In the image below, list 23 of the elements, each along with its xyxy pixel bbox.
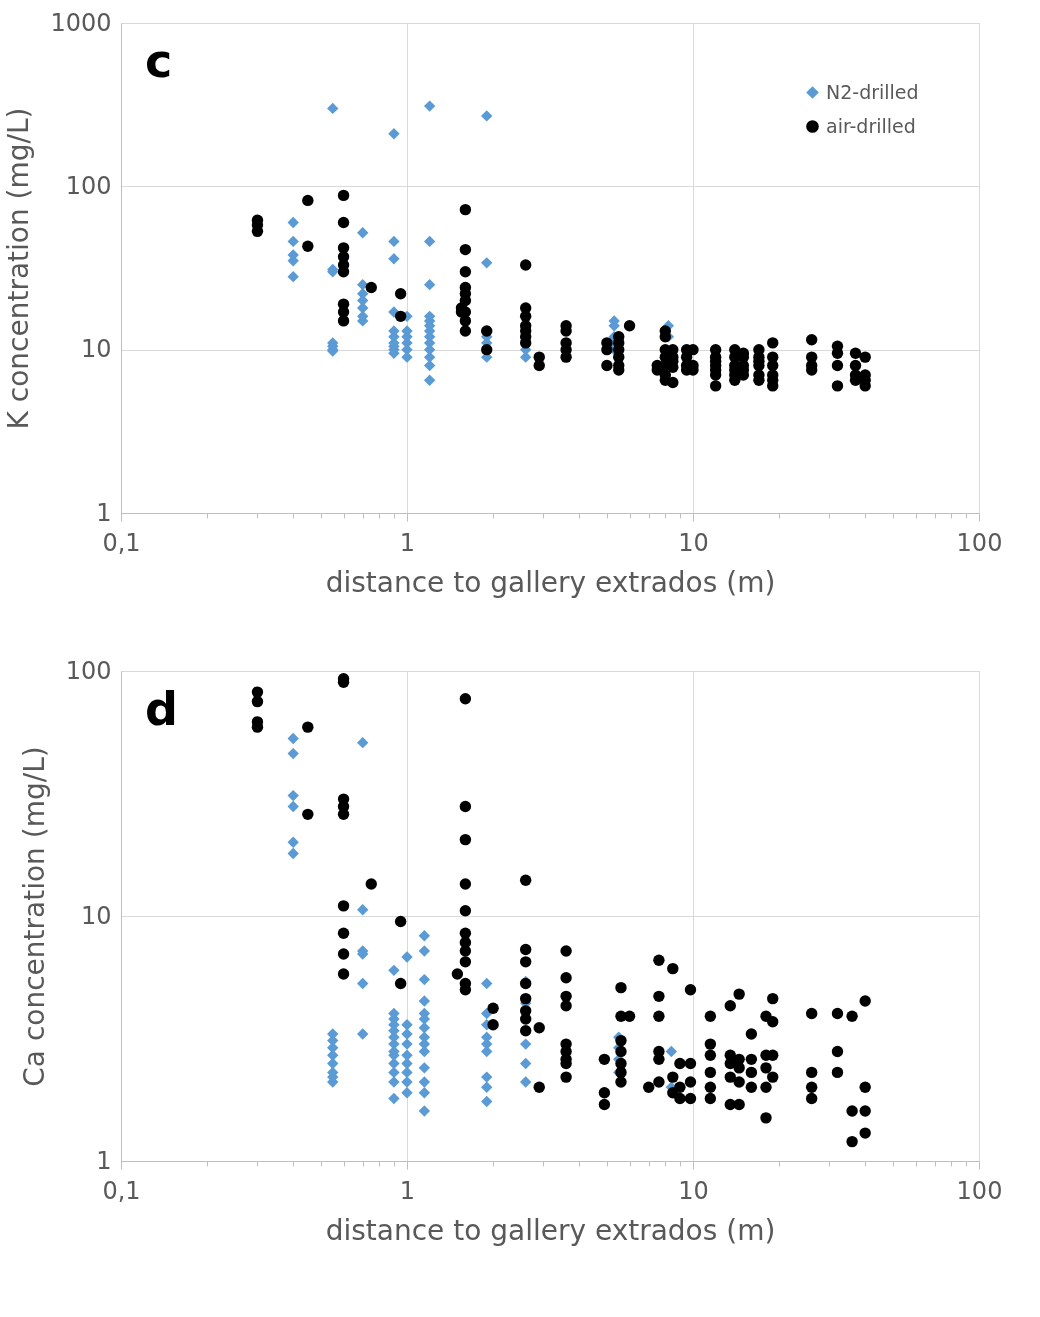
x-tick-label: 10 — [678, 528, 709, 557]
y-tick-label: 100 — [65, 171, 112, 200]
legend-label: air-drilled — [826, 114, 916, 137]
y-tick-label: 1 — [96, 498, 112, 527]
y-axis-title: K concentration (mg/L) — [2, 107, 36, 430]
y-tick-label: 100 — [65, 656, 112, 685]
x-axis-title: distance to gallery extrados (m) — [325, 1213, 776, 1247]
x-tick-label: 0,1 — [102, 1176, 141, 1205]
y-tick-label: 10 — [80, 335, 112, 364]
x-tick-label: 1 — [399, 528, 416, 557]
x-tick-label: 100 — [956, 528, 1003, 557]
x-tick-label: 0,1 — [102, 528, 141, 557]
annotation: c — [145, 34, 173, 88]
y-tick-label: 1 — [96, 1146, 112, 1175]
x-axis-title: distance to gallery extrados (m) — [325, 565, 776, 599]
x-tick-label: 1 — [399, 1176, 416, 1205]
annotation: d — [145, 682, 178, 736]
x-tick-label: 10 — [678, 1176, 709, 1205]
legend-label: N2-drilled — [826, 80, 919, 103]
y-axis-title: Ca concentration (mg/L) — [17, 746, 51, 1087]
y-tick-label: 1000 — [50, 8, 112, 37]
y-tick-label: 10 — [80, 901, 112, 930]
x-tick-label: 100 — [956, 1176, 1003, 1205]
